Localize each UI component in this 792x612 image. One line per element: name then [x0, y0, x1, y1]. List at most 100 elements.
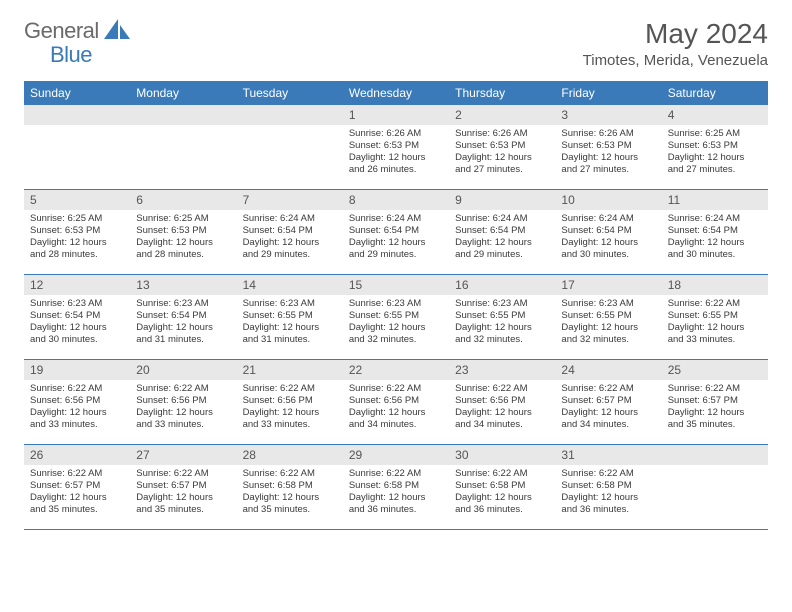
day-body: Sunrise: 6:23 AMSunset: 6:55 PMDaylight:… — [237, 295, 343, 350]
day-number: 6 — [130, 190, 236, 210]
sunrise-text: Sunrise: 6:22 AM — [668, 383, 762, 395]
sunrise-text: Sunrise: 6:22 AM — [136, 383, 230, 395]
sunset-text: Sunset: 6:56 PM — [243, 395, 337, 407]
sunset-text: Sunset: 6:54 PM — [349, 225, 443, 237]
sunrise-text: Sunrise: 6:25 AM — [136, 213, 230, 225]
day-cell: 16Sunrise: 6:23 AMSunset: 6:55 PMDayligh… — [449, 275, 555, 359]
daylight-text: Daylight: 12 hours and 33 minutes. — [668, 322, 762, 346]
day-cell: 4Sunrise: 6:25 AMSunset: 6:53 PMDaylight… — [662, 105, 768, 189]
day-number: 18 — [662, 275, 768, 295]
day-cell — [24, 105, 130, 189]
daylight-text: Daylight: 12 hours and 33 minutes. — [243, 407, 337, 431]
day-cell — [662, 445, 768, 529]
daylight-text: Daylight: 12 hours and 26 minutes. — [349, 152, 443, 176]
sunrise-text: Sunrise: 6:23 AM — [243, 298, 337, 310]
brand-part2: Blue — [50, 42, 92, 68]
sunrise-text: Sunrise: 6:22 AM — [243, 468, 337, 480]
daylight-text: Daylight: 12 hours and 34 minutes. — [455, 407, 549, 431]
daylight-text: Daylight: 12 hours and 33 minutes. — [30, 407, 124, 431]
dow-thursday: Thursday — [449, 81, 555, 105]
day-body: Sunrise: 6:24 AMSunset: 6:54 PMDaylight:… — [449, 210, 555, 265]
sunrise-text: Sunrise: 6:24 AM — [243, 213, 337, 225]
daylight-text: Daylight: 12 hours and 29 minutes. — [243, 237, 337, 261]
sunrise-text: Sunrise: 6:23 AM — [30, 298, 124, 310]
sunset-text: Sunset: 6:56 PM — [136, 395, 230, 407]
sunrise-text: Sunrise: 6:24 AM — [349, 213, 443, 225]
daylight-text: Daylight: 12 hours and 28 minutes. — [136, 237, 230, 261]
day-body: Sunrise: 6:22 AMSunset: 6:55 PMDaylight:… — [662, 295, 768, 350]
day-body: Sunrise: 6:24 AMSunset: 6:54 PMDaylight:… — [237, 210, 343, 265]
daylight-text: Daylight: 12 hours and 32 minutes. — [455, 322, 549, 346]
sunset-text: Sunset: 6:53 PM — [455, 140, 549, 152]
day-number: 16 — [449, 275, 555, 295]
day-number: 2 — [449, 105, 555, 125]
daylight-text: Daylight: 12 hours and 36 minutes. — [455, 492, 549, 516]
day-number: 20 — [130, 360, 236, 380]
daylight-text: Daylight: 12 hours and 35 minutes. — [136, 492, 230, 516]
daylight-text: Daylight: 12 hours and 29 minutes. — [455, 237, 549, 261]
day-number: 31 — [555, 445, 661, 465]
sunset-text: Sunset: 6:58 PM — [455, 480, 549, 492]
sunset-text: Sunset: 6:54 PM — [455, 225, 549, 237]
day-cell: 23Sunrise: 6:22 AMSunset: 6:56 PMDayligh… — [449, 360, 555, 444]
day-cell: 11Sunrise: 6:24 AMSunset: 6:54 PMDayligh… — [662, 190, 768, 274]
sunset-text: Sunset: 6:53 PM — [349, 140, 443, 152]
sunrise-text: Sunrise: 6:22 AM — [455, 468, 549, 480]
week-row: 19Sunrise: 6:22 AMSunset: 6:56 PMDayligh… — [24, 360, 768, 445]
day-cell: 6Sunrise: 6:25 AMSunset: 6:53 PMDaylight… — [130, 190, 236, 274]
days-of-week-header: Sunday Monday Tuesday Wednesday Thursday… — [24, 81, 768, 105]
day-body: Sunrise: 6:22 AMSunset: 6:57 PMDaylight:… — [24, 465, 130, 520]
sunrise-text: Sunrise: 6:26 AM — [455, 128, 549, 140]
day-body: Sunrise: 6:22 AMSunset: 6:56 PMDaylight:… — [130, 380, 236, 435]
sunset-text: Sunset: 6:57 PM — [561, 395, 655, 407]
daylight-text: Daylight: 12 hours and 30 minutes. — [30, 322, 124, 346]
daylight-text: Daylight: 12 hours and 32 minutes. — [349, 322, 443, 346]
day-body: Sunrise: 6:22 AMSunset: 6:58 PMDaylight:… — [237, 465, 343, 520]
day-number — [662, 445, 768, 465]
day-number: 27 — [130, 445, 236, 465]
day-body: Sunrise: 6:25 AMSunset: 6:53 PMDaylight:… — [130, 210, 236, 265]
daylight-text: Daylight: 12 hours and 33 minutes. — [136, 407, 230, 431]
sunset-text: Sunset: 6:57 PM — [30, 480, 124, 492]
sunset-text: Sunset: 6:55 PM — [561, 310, 655, 322]
sunrise-text: Sunrise: 6:22 AM — [243, 383, 337, 395]
daylight-text: Daylight: 12 hours and 30 minutes. — [668, 237, 762, 261]
dow-sunday: Sunday — [24, 81, 130, 105]
day-number: 11 — [662, 190, 768, 210]
day-cell: 25Sunrise: 6:22 AMSunset: 6:57 PMDayligh… — [662, 360, 768, 444]
day-number: 12 — [24, 275, 130, 295]
day-cell: 22Sunrise: 6:22 AMSunset: 6:56 PMDayligh… — [343, 360, 449, 444]
day-body: Sunrise: 6:22 AMSunset: 6:58 PMDaylight:… — [555, 465, 661, 520]
day-body: Sunrise: 6:24 AMSunset: 6:54 PMDaylight:… — [343, 210, 449, 265]
calendar-table: Sunday Monday Tuesday Wednesday Thursday… — [0, 75, 792, 530]
sunrise-text: Sunrise: 6:23 AM — [561, 298, 655, 310]
day-body: Sunrise: 6:26 AMSunset: 6:53 PMDaylight:… — [343, 125, 449, 180]
day-number: 28 — [237, 445, 343, 465]
week-row: 26Sunrise: 6:22 AMSunset: 6:57 PMDayligh… — [24, 445, 768, 530]
day-cell — [130, 105, 236, 189]
sunset-text: Sunset: 6:53 PM — [668, 140, 762, 152]
sunset-text: Sunset: 6:54 PM — [30, 310, 124, 322]
day-number: 5 — [24, 190, 130, 210]
sunset-text: Sunset: 6:54 PM — [561, 225, 655, 237]
sunrise-text: Sunrise: 6:22 AM — [668, 298, 762, 310]
day-number: 13 — [130, 275, 236, 295]
sunrise-text: Sunrise: 6:22 AM — [349, 468, 443, 480]
day-number — [130, 105, 236, 125]
brand-logo: General Blue — [24, 18, 130, 44]
dow-saturday: Saturday — [662, 81, 768, 105]
sunrise-text: Sunrise: 6:22 AM — [561, 468, 655, 480]
day-body: Sunrise: 6:25 AMSunset: 6:53 PMDaylight:… — [24, 210, 130, 265]
day-cell: 30Sunrise: 6:22 AMSunset: 6:58 PMDayligh… — [449, 445, 555, 529]
day-cell: 13Sunrise: 6:23 AMSunset: 6:54 PMDayligh… — [130, 275, 236, 359]
day-cell: 15Sunrise: 6:23 AMSunset: 6:55 PMDayligh… — [343, 275, 449, 359]
day-number: 21 — [237, 360, 343, 380]
sunset-text: Sunset: 6:58 PM — [243, 480, 337, 492]
day-cell: 29Sunrise: 6:22 AMSunset: 6:58 PMDayligh… — [343, 445, 449, 529]
sunset-text: Sunset: 6:56 PM — [455, 395, 549, 407]
daylight-text: Daylight: 12 hours and 27 minutes. — [561, 152, 655, 176]
location-label: Timotes, Merida, Venezuela — [583, 52, 768, 69]
day-body: Sunrise: 6:22 AMSunset: 6:56 PMDaylight:… — [449, 380, 555, 435]
day-body: Sunrise: 6:23 AMSunset: 6:55 PMDaylight:… — [555, 295, 661, 350]
sunrise-text: Sunrise: 6:22 AM — [561, 383, 655, 395]
